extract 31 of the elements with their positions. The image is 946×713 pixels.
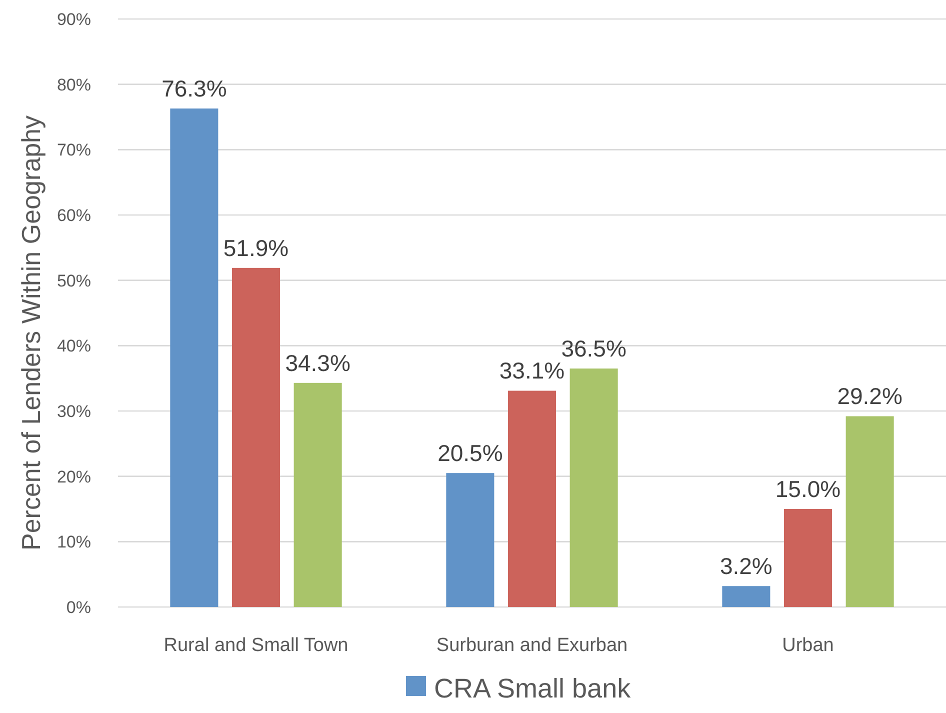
y-tick-label: 20% [56,467,91,486]
x-tick-label: Rural and Small Town [164,635,348,656]
y-tick-label: 40% [56,336,91,356]
data-label: 20.5% [438,440,503,466]
y-tick-label: 70% [56,140,91,160]
y-tick-label: 80% [56,75,91,94]
data-label: 3.2% [720,553,772,580]
data-label: 15.0% [775,476,841,502]
data-label: 51.9% [223,234,289,261]
y-tick-label: 10% [56,532,91,552]
data-label: 34.3% [285,350,350,376]
y-tick-label: 30% [56,402,91,421]
bar [508,390,556,607]
x-tick-label: Surburan and Exurban [436,635,628,656]
bar [846,416,894,607]
bar [722,586,770,607]
data-label: 29.2% [837,383,902,410]
y-tick-label: 50% [56,271,91,290]
y-axis-title: Percent of Lenders Within Geography [16,115,46,551]
data-label: 76.3% [162,76,227,102]
y-tick-label: 0% [66,598,91,617]
bar [446,473,494,607]
x-tick-label: Urban [782,635,834,656]
y-tick-label: 60% [56,206,91,225]
legend-label: CRA Small bank [434,673,632,704]
bar [232,268,280,607]
bar [570,368,618,607]
bar [784,509,832,607]
bar [170,108,218,607]
y-tick-label: 90% [56,10,91,29]
bar [294,382,342,607]
